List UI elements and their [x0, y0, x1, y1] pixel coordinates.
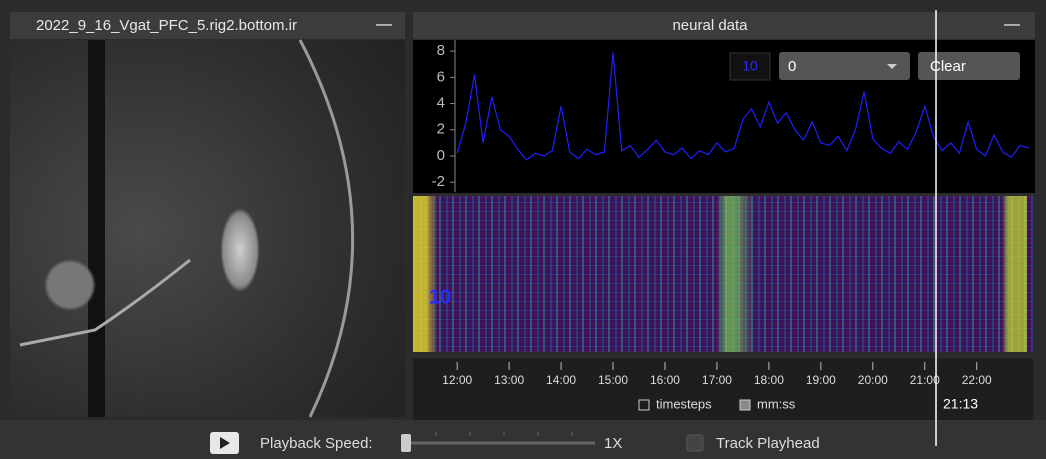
minimize-button[interactable]: — [1004, 16, 1020, 33]
arena-wall [300, 40, 353, 417]
speed-value: 1X [604, 435, 622, 452]
cable [20, 260, 190, 345]
dropdown-value: 0 [788, 58, 796, 75]
x-tick-label: 22:00 [962, 373, 992, 387]
video-title: 2022_9_16_Vgat_PFC_5.rig2.bottom.ir [36, 17, 297, 34]
minimize-button[interactable]: — [376, 16, 392, 33]
y-tick-label: 6 [437, 68, 445, 85]
x-tick-label: 18:00 [754, 373, 784, 387]
y-tick-label: 2 [437, 121, 445, 138]
speed-label: Playback Speed: [260, 435, 373, 452]
slider-handle[interactable] [401, 434, 411, 452]
track-label: Track Playhead [716, 435, 820, 452]
index-value: 10 [742, 58, 758, 74]
heatmap-label: 10 [429, 286, 451, 308]
y-tick-label: 8 [437, 42, 445, 59]
option-label: timesteps [656, 396, 712, 411]
ui: 2022_9_16_Vgat_PFC_5.rig2.bottom.ir — ne… [0, 0, 1046, 459]
y-tick-label: 4 [437, 95, 445, 112]
bottom-bar [0, 420, 1046, 459]
time-axis [413, 358, 1033, 420]
x-tick-label: 19:00 [806, 373, 836, 387]
x-tick-label: 14:00 [546, 373, 576, 387]
x-tick-label: 12:00 [442, 373, 472, 387]
track-checkbox[interactable] [687, 435, 703, 451]
x-tick-label: 16:00 [650, 373, 680, 387]
y-tick-label: 0 [437, 147, 445, 164]
x-tick-label: 13:00 [494, 373, 524, 387]
x-tick-label: 17:00 [702, 373, 732, 387]
app: 2022_9_16_Vgat_PFC_5.rig2.bottom.ir — ne… [0, 0, 1046, 459]
x-tick-label: 20:00 [858, 373, 888, 387]
x-tick-label: 15:00 [598, 373, 628, 387]
neural-title: neural data [672, 17, 748, 34]
playhead-label: 21:13 [943, 396, 978, 412]
option-label: mm:ss [757, 396, 796, 411]
y-tick-label: -2 [432, 173, 445, 190]
checkbox[interactable] [740, 400, 750, 410]
